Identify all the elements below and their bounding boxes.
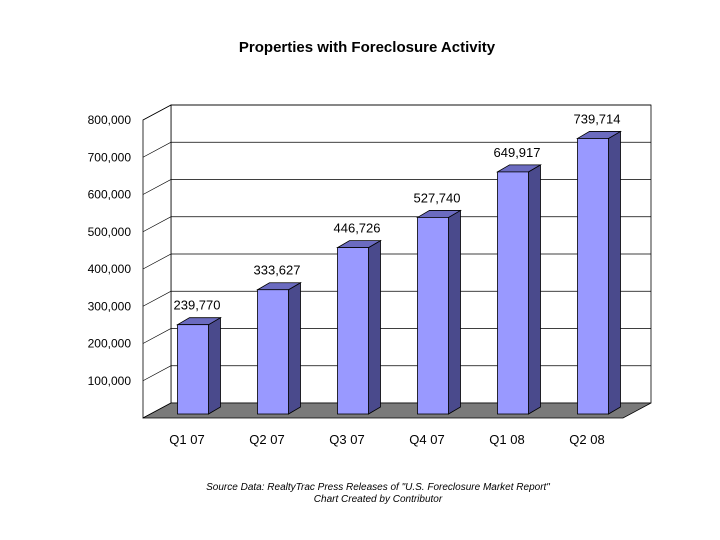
y-tick-label: 200,000 <box>88 337 132 351</box>
gridline <box>142 104 651 121</box>
bar <box>337 247 369 415</box>
data-label: 239,770 <box>174 298 221 313</box>
data-label: 527,740 <box>414 190 461 205</box>
bar-side <box>448 209 461 415</box>
x-tick-label: Q4 07 <box>409 432 444 447</box>
gridline <box>142 365 651 382</box>
bar <box>497 171 529 415</box>
data-label: 649,917 <box>494 145 541 160</box>
y-tick-label: 100,000 <box>88 374 132 388</box>
source-note-line1: Source Data: RealtyTrac Press Releases o… <box>206 482 550 493</box>
x-tick-label: Q3 07 <box>329 432 364 447</box>
bar <box>417 217 449 415</box>
data-label: 739,714 <box>574 111 621 126</box>
data-label: 446,726 <box>334 221 381 236</box>
bar-side <box>208 316 221 415</box>
bar <box>257 289 289 415</box>
bar-side <box>528 164 541 415</box>
plot-area: 100,000 200,000 300,000 400,000 500,000 600,0… <box>88 104 652 447</box>
gridline <box>142 253 651 270</box>
gridline <box>142 179 651 195</box>
x-tick-label: Q2 07 <box>249 432 284 447</box>
bar <box>577 138 609 415</box>
x-tick-label: Q2 08 <box>569 432 604 447</box>
bar-side <box>368 239 381 415</box>
bar-side <box>288 282 301 415</box>
y-tick-label: 700,000 <box>88 150 132 164</box>
gridline <box>142 141 651 158</box>
y-tick-label: 800,000 <box>88 113 132 127</box>
chart-title: Properties with Foreclosure Activity <box>239 39 496 56</box>
y-tick-label: 600,000 <box>88 188 132 202</box>
gridline <box>142 328 651 344</box>
gridline <box>142 290 651 307</box>
source-note-line2: Chart Created by Contributor <box>314 494 443 505</box>
data-label: 333,627 <box>254 263 301 278</box>
gridline <box>142 216 651 233</box>
bar-side <box>608 130 621 415</box>
y-tick-label: 400,000 <box>88 262 132 276</box>
y-tick-label: 500,000 <box>88 225 132 239</box>
x-tick-label: Q1 07 <box>169 432 204 447</box>
bar <box>177 324 209 415</box>
y-tick-label: 300,000 <box>88 299 132 313</box>
x-tick-label: Q1 08 <box>489 432 524 447</box>
